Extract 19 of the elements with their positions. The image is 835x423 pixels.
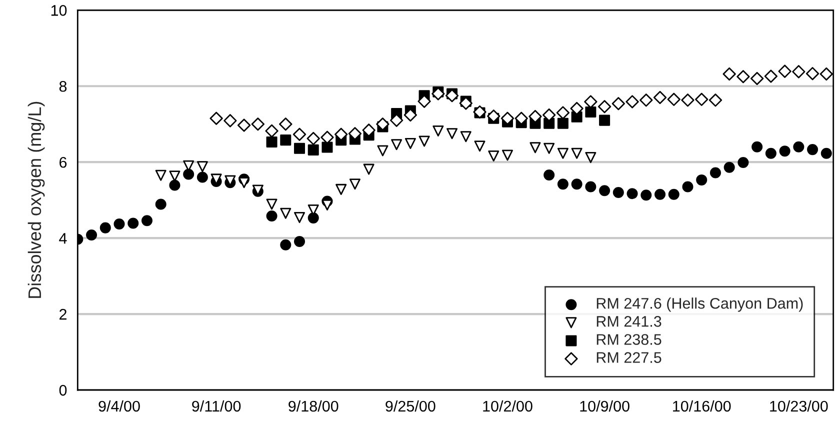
x-tick-label: 10/2/00: [483, 400, 532, 412]
legend-label: RM 238.5: [596, 334, 662, 345]
x-tick-label: 9/18/00: [288, 400, 338, 412]
y-tick-label: 2: [60, 308, 66, 320]
legend-label: RM 241.3: [596, 316, 662, 327]
x-tick-label: 9/11/00: [192, 400, 241, 412]
y-tick-label: 8: [59, 80, 67, 92]
y-tick-label: 0: [59, 384, 67, 396]
y-axis-title: Dissolved oxygen (mg/L): [28, 102, 45, 298]
x-tick-label: 9/4/00: [98, 400, 140, 412]
x-tick-label: 10/9/00: [580, 400, 630, 412]
x-tick-label: 9/25/00: [386, 400, 436, 412]
y-tick-label: 10: [51, 5, 67, 16]
legend-label: RM 247.6 (Hells Canyon Dam): [596, 298, 803, 312]
x-tick-label: 10/16/00: [673, 400, 731, 412]
y-tick-label: 4: [59, 233, 67, 244]
y-tick-label: 6: [60, 156, 67, 168]
x-tick-label: 10/23/00: [770, 400, 828, 412]
legend-label: RM 227.5: [596, 352, 662, 363]
